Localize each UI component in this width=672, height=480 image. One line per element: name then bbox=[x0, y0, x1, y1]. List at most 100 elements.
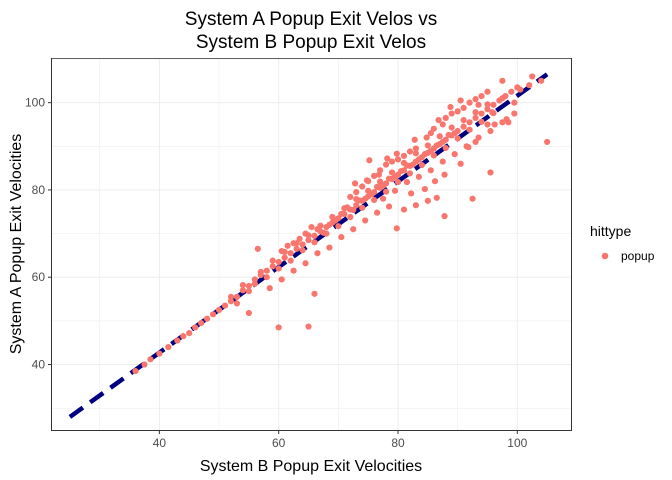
data-point bbox=[478, 118, 485, 125]
data-point bbox=[529, 73, 536, 80]
x-tick-label: 60 bbox=[272, 436, 286, 450]
data-point bbox=[472, 114, 479, 122]
data-point bbox=[415, 156, 422, 163]
data-point bbox=[439, 121, 446, 128]
data-point bbox=[412, 202, 419, 209]
data-point bbox=[251, 276, 258, 283]
data-point bbox=[454, 135, 461, 142]
data-point bbox=[359, 183, 366, 190]
data-point bbox=[227, 298, 235, 305]
data-point bbox=[435, 117, 442, 124]
data-point bbox=[491, 121, 498, 128]
data-point bbox=[448, 124, 455, 131]
data-point bbox=[472, 138, 479, 146]
data-point bbox=[299, 241, 306, 248]
data-point bbox=[475, 101, 482, 108]
data-point bbox=[406, 148, 414, 155]
data-point bbox=[326, 244, 333, 251]
data-point bbox=[275, 265, 282, 272]
data-point bbox=[308, 223, 315, 231]
data-point bbox=[484, 88, 491, 95]
data-point bbox=[287, 250, 294, 257]
data-point bbox=[433, 194, 440, 201]
data-point bbox=[427, 167, 434, 174]
y-tick-label: 60 bbox=[32, 270, 46, 284]
x-tick-label: 40 bbox=[153, 436, 167, 450]
data-point bbox=[394, 156, 402, 163]
data-point bbox=[305, 323, 312, 330]
y-tick-label: 80 bbox=[32, 183, 46, 197]
data-point bbox=[508, 88, 515, 95]
data-point bbox=[466, 119, 473, 126]
data-point bbox=[457, 97, 464, 104]
legend-label-popup: popup bbox=[621, 249, 655, 263]
data-point bbox=[254, 245, 261, 252]
data-point bbox=[418, 161, 425, 169]
data-point bbox=[406, 170, 414, 177]
data-point bbox=[132, 367, 139, 375]
data-point bbox=[397, 168, 405, 175]
data-point bbox=[408, 190, 415, 197]
data-point bbox=[442, 144, 449, 152]
data-point bbox=[269, 263, 276, 270]
data-point bbox=[287, 257, 294, 264]
data-point bbox=[388, 169, 396, 176]
data-points bbox=[132, 73, 551, 375]
data-point bbox=[526, 82, 533, 89]
data-point bbox=[278, 276, 285, 283]
data-point bbox=[275, 258, 282, 266]
data-point bbox=[371, 196, 378, 204]
data-point bbox=[403, 178, 411, 186]
data-point bbox=[290, 267, 297, 274]
data-point bbox=[391, 187, 399, 194]
data-point bbox=[439, 138, 446, 146]
data-point bbox=[412, 150, 419, 157]
data-point bbox=[186, 330, 193, 337]
data-point bbox=[489, 109, 496, 116]
data-point bbox=[448, 110, 455, 117]
data-point bbox=[472, 96, 479, 103]
data-point bbox=[451, 130, 458, 137]
data-point bbox=[484, 121, 491, 128]
data-point bbox=[433, 142, 440, 149]
data-point bbox=[266, 285, 273, 292]
x-tick-label: 100 bbox=[507, 436, 527, 450]
data-point bbox=[305, 237, 312, 244]
data-point bbox=[293, 245, 300, 252]
data-point bbox=[147, 356, 154, 363]
data-point bbox=[499, 95, 506, 102]
legend-title: hittype bbox=[590, 223, 631, 239]
data-point bbox=[487, 127, 494, 135]
data-point bbox=[424, 197, 431, 204]
data-point bbox=[538, 77, 545, 84]
data-point bbox=[350, 226, 357, 233]
data-point bbox=[466, 126, 473, 133]
legend: hittype popup bbox=[590, 223, 655, 263]
data-point bbox=[460, 117, 467, 124]
x-axis-ticks: 40 60 80 100 bbox=[153, 430, 528, 450]
data-point bbox=[221, 302, 229, 309]
data-point bbox=[393, 150, 400, 157]
data-point bbox=[269, 257, 276, 264]
data-point bbox=[391, 173, 399, 180]
data-point bbox=[374, 183, 381, 190]
data-point bbox=[368, 191, 375, 198]
data-point bbox=[338, 233, 345, 241]
grid-lines bbox=[52, 58, 571, 430]
data-point bbox=[326, 221, 333, 228]
data-point bbox=[263, 274, 270, 281]
data-point bbox=[409, 161, 417, 168]
data-point bbox=[412, 145, 419, 152]
data-point bbox=[299, 247, 306, 254]
data-point bbox=[362, 195, 369, 202]
data-point bbox=[423, 134, 430, 141]
data-point bbox=[421, 151, 428, 158]
data-point bbox=[227, 293, 235, 300]
data-point bbox=[430, 152, 437, 159]
data-point bbox=[394, 178, 402, 186]
data-point bbox=[374, 209, 381, 216]
data-point bbox=[302, 260, 309, 267]
data-point bbox=[431, 178, 439, 185]
data-point bbox=[465, 144, 472, 151]
data-point bbox=[472, 109, 479, 116]
